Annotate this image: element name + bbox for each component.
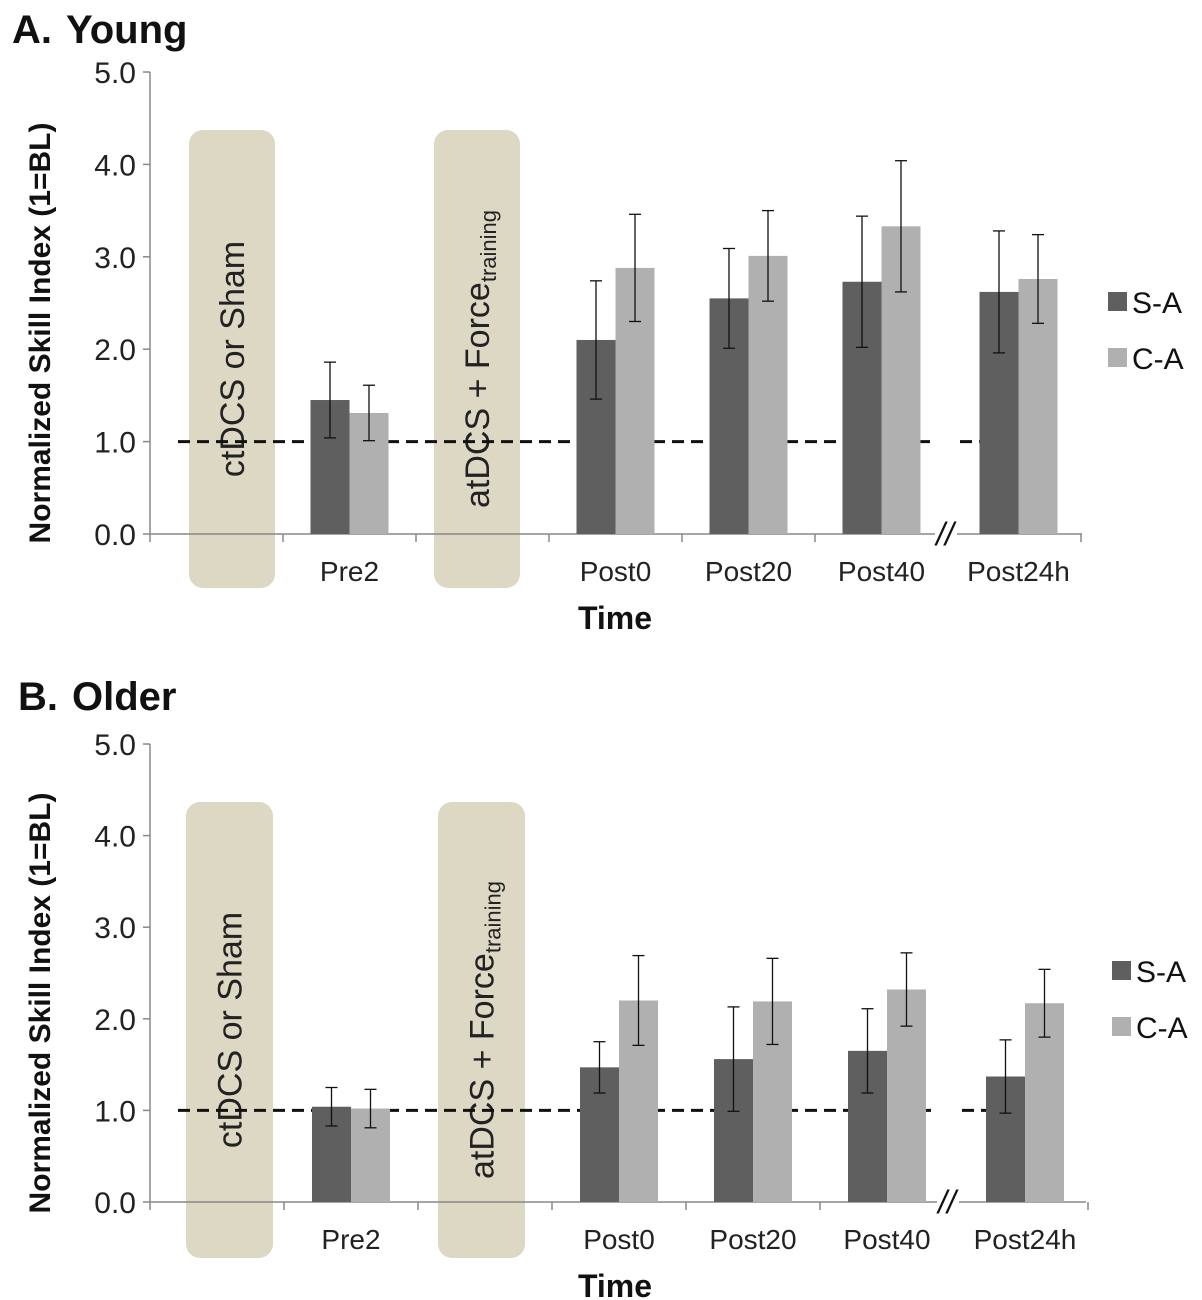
y-tick-label: 1.0 <box>94 427 136 460</box>
intervention-box <box>434 130 520 588</box>
intervention-label: ctDCS or Sham <box>212 912 250 1148</box>
chart-title: Young <box>66 8 187 52</box>
legend-label: S-A <box>1136 956 1186 989</box>
y-tick-label: 0.0 <box>94 519 136 552</box>
y-tick-label: 2.0 <box>94 334 136 367</box>
x-tick-label: Post40 <box>838 556 925 587</box>
x-tick-label: Post0 <box>580 556 652 587</box>
chart-panel-young: A. Young ctDCS or Sham atDCS + Forcetrainin… <box>12 8 1184 636</box>
y-tick-label: 0.0 <box>94 1187 136 1220</box>
intervention-text: atDCS + Force <box>459 282 497 508</box>
chart-panel-older: B. Older ctDCS or Sham atDCS + Forcetrainin… <box>18 675 1188 1300</box>
intervention-text: ctDCS or Sham <box>214 241 252 477</box>
panel-label: B. <box>18 675 58 719</box>
y-tick-label: 2.0 <box>94 1004 136 1037</box>
chart-title: Older <box>72 675 176 719</box>
intervention-label: atDCS + Forcetraining <box>464 881 506 1179</box>
x-tick-label: Post20 <box>709 1224 796 1255</box>
y-tick-label: 1.0 <box>94 1095 136 1128</box>
y-tick-label: 5.0 <box>94 57 136 90</box>
intervention-box <box>438 802 525 1258</box>
legend-swatch <box>1112 961 1131 980</box>
x-tick-label: Pre2 <box>321 1224 380 1255</box>
y-axis-title: Normalized Skill Index (1=BL) <box>24 123 57 544</box>
x-tick-label: Post24h <box>974 1224 1077 1255</box>
x-tick-label: Post40 <box>843 1224 930 1255</box>
legend-label: S-A <box>1132 287 1182 320</box>
x-tick-label: Post20 <box>705 556 792 587</box>
panel-label: A. <box>12 8 52 52</box>
y-tick-label: 5.0 <box>94 729 136 762</box>
intervention-box <box>189 130 275 588</box>
intervention-box <box>186 802 273 1258</box>
intervention-subscript: training <box>476 210 501 282</box>
intervention-text: atDCS + Force <box>464 953 502 1179</box>
legend-label: C-A <box>1136 1012 1188 1045</box>
x-tick-label: Post24h <box>967 556 1070 587</box>
legend-swatch <box>1108 292 1127 311</box>
intervention-label: atDCS + Forcetraining <box>459 210 501 508</box>
intervention-label: ctDCS or Sham <box>214 241 252 477</box>
y-tick-label: 4.0 <box>94 821 136 854</box>
axis-break-symbol: // <box>934 516 957 552</box>
legend-swatch <box>1108 348 1127 367</box>
x-axis-title: Time <box>578 600 652 636</box>
bar-c-a-post20 <box>748 255 788 534</box>
y-tick-label: 4.0 <box>94 149 136 182</box>
y-axis-title: Normalized Skill Index (1=BL) <box>24 793 57 1214</box>
legend-label: C-A <box>1132 343 1184 376</box>
axis-break-symbol: // <box>936 1184 959 1220</box>
intervention-text: ctDCS or Sham <box>212 912 250 1148</box>
y-tick-label: 3.0 <box>94 912 136 945</box>
legend-swatch <box>1112 1017 1131 1036</box>
x-tick-label: Post0 <box>583 1224 655 1255</box>
y-tick-label: 3.0 <box>94 242 136 275</box>
x-axis-title: Time <box>578 1268 652 1300</box>
x-tick-label: Pre2 <box>320 556 379 587</box>
intervention-subscript: training <box>481 881 506 953</box>
